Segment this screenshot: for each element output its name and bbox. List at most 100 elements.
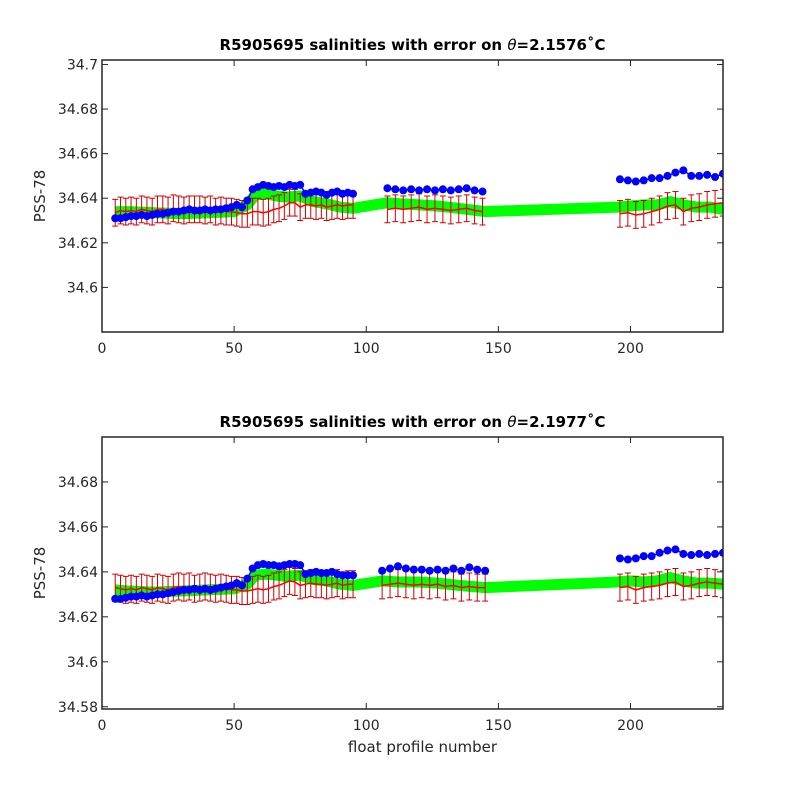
- calibrated-salinity-line: [114, 201, 723, 216]
- y-tick-label: 34.68: [58, 102, 98, 118]
- raw-salinity-point: [719, 169, 723, 178]
- x-tick-label: 0: [98, 718, 107, 734]
- raw-salinity-point: [623, 555, 632, 564]
- raw-salinity-point: [679, 549, 688, 558]
- y-tick-label: 34.62: [58, 610, 98, 626]
- y-tick-label: 34.6: [67, 280, 98, 296]
- y-tick-label: 34.62: [58, 236, 98, 252]
- y-axis-label: PSS-78: [31, 170, 49, 223]
- raw-salinity-point: [425, 566, 434, 575]
- raw-salinity-point: [478, 187, 487, 196]
- raw-salinity-point: [401, 564, 410, 573]
- raw-salinity-point: [663, 171, 672, 180]
- chart-title-prefix: R5905695 salinities with error on: [220, 36, 508, 54]
- raw-salinity-point: [243, 574, 252, 583]
- raw-salinity-point: [391, 185, 400, 194]
- chart-title-value: =2.1977: [517, 413, 587, 431]
- chart-title-unit: ˚C: [587, 413, 606, 431]
- raw-salinity-point: [446, 186, 455, 195]
- raw-salinity-point: [711, 173, 720, 182]
- x-tick-label: 50: [225, 718, 243, 734]
- raw-salinity-point: [423, 185, 432, 194]
- raw-salinity-point: [430, 186, 439, 195]
- axes-box: [101, 436, 724, 710]
- raw-salinity-point: [296, 561, 305, 570]
- y-tick-label: 34.64: [58, 191, 98, 207]
- raw-salinity-point: [386, 564, 395, 573]
- raw-salinity-point: [415, 186, 424, 195]
- raw-salinity-point: [349, 571, 358, 580]
- raw-salinity-point: [433, 565, 442, 574]
- x-tick-label: 100: [353, 718, 380, 734]
- raw-salinity-point: [655, 174, 664, 183]
- calibrated-salinity-line: [115, 580, 723, 592]
- x-tick-label: 100: [353, 341, 380, 357]
- raw-salinity-point: [671, 545, 680, 554]
- raw-salinity-point: [449, 564, 458, 573]
- x-tick-label: 50: [225, 341, 243, 357]
- raw-salinity-point: [687, 551, 696, 560]
- chart-title-symbol: θ: [507, 413, 516, 431]
- raw-salinity-point: [687, 171, 696, 180]
- raw-salinity-point: [465, 563, 474, 572]
- raw-salinity-point: [457, 566, 466, 575]
- y-tick-label: 34.66: [58, 520, 98, 536]
- raw-salinity-point: [695, 171, 704, 180]
- x-axis-label: float profile number: [348, 738, 498, 756]
- x-tick-label: 200: [617, 341, 644, 357]
- y-tick-label: 34.6: [67, 655, 98, 671]
- raw-salinity-point: [296, 180, 305, 189]
- plot-area: [102, 60, 723, 332]
- raw-salinity-point: [454, 185, 463, 194]
- raw-salinity-point: [462, 184, 471, 193]
- raw-salinity-point: [378, 566, 387, 575]
- raw-salinity-point: [243, 196, 252, 205]
- x-tick-label: 0: [98, 341, 107, 357]
- raw-salinity-point: [441, 566, 450, 575]
- raw-salinity-point: [393, 562, 402, 571]
- raw-salinity-point: [470, 186, 479, 195]
- raw-salinity-point: [399, 186, 408, 195]
- raw-salinity-point: [711, 549, 720, 558]
- x-tick-label: 200: [617, 718, 644, 734]
- raw-salinity-point: [438, 185, 447, 194]
- raw-salinity-point: [647, 174, 656, 183]
- x-tick-label: 150: [485, 341, 512, 357]
- raw-salinity-point: [349, 189, 358, 198]
- y-axis-label: PSS-78: [31, 547, 49, 600]
- y-tick-label: 34.68: [58, 475, 98, 491]
- chart-title: R5905695 salinities with error on θ=2.15…: [220, 36, 606, 54]
- raw-salinity-point: [639, 552, 648, 561]
- raw-salinity-point: [623, 176, 632, 185]
- raw-salinity-point: [615, 554, 624, 563]
- y-tick-label: 34.66: [58, 147, 98, 163]
- x-tick-label: 150: [485, 718, 512, 734]
- raw-salinity-point: [663, 546, 672, 555]
- raw-salinity-point: [703, 551, 712, 560]
- raw-salinity-point: [615, 175, 624, 184]
- raw-salinity-point: [639, 176, 648, 185]
- raw-salinity-point: [671, 168, 680, 177]
- raw-salinity-point: [655, 548, 664, 557]
- plot-marks: [111, 545, 723, 605]
- raw-salinity-point: [409, 565, 418, 574]
- raw-salinity-point: [719, 548, 723, 557]
- bottom-chart: 0 50 100 150 200 34.58 34.6 34.62 34.64 34.66 34.6…: [31, 413, 724, 756]
- raw-salinity-point: [238, 203, 247, 212]
- raw-salinity-point: [703, 170, 712, 179]
- raw-salinity-point: [695, 549, 704, 558]
- raw-salinity-point: [417, 565, 426, 574]
- y-tick-label: 34.58: [58, 700, 98, 716]
- raw-salinity-point: [383, 184, 392, 193]
- chart-title-unit: ˚C: [587, 36, 606, 54]
- raw-salinity-point: [631, 554, 640, 563]
- raw-salinity-point: [647, 552, 656, 561]
- raw-salinity-point: [481, 566, 490, 575]
- chart-title-symbol: θ: [507, 36, 516, 54]
- chart-title-prefix: R5905695 salinities with error on: [220, 413, 508, 431]
- chart-title: R5905695 salinities with error on θ=2.19…: [220, 413, 606, 431]
- top-chart: 0 50 100 150 200 34.6 34.62 34.64 34.66 34.68 34.7…: [31, 36, 724, 357]
- raw-salinity-point: [679, 166, 688, 175]
- axes-box: [101, 59, 724, 333]
